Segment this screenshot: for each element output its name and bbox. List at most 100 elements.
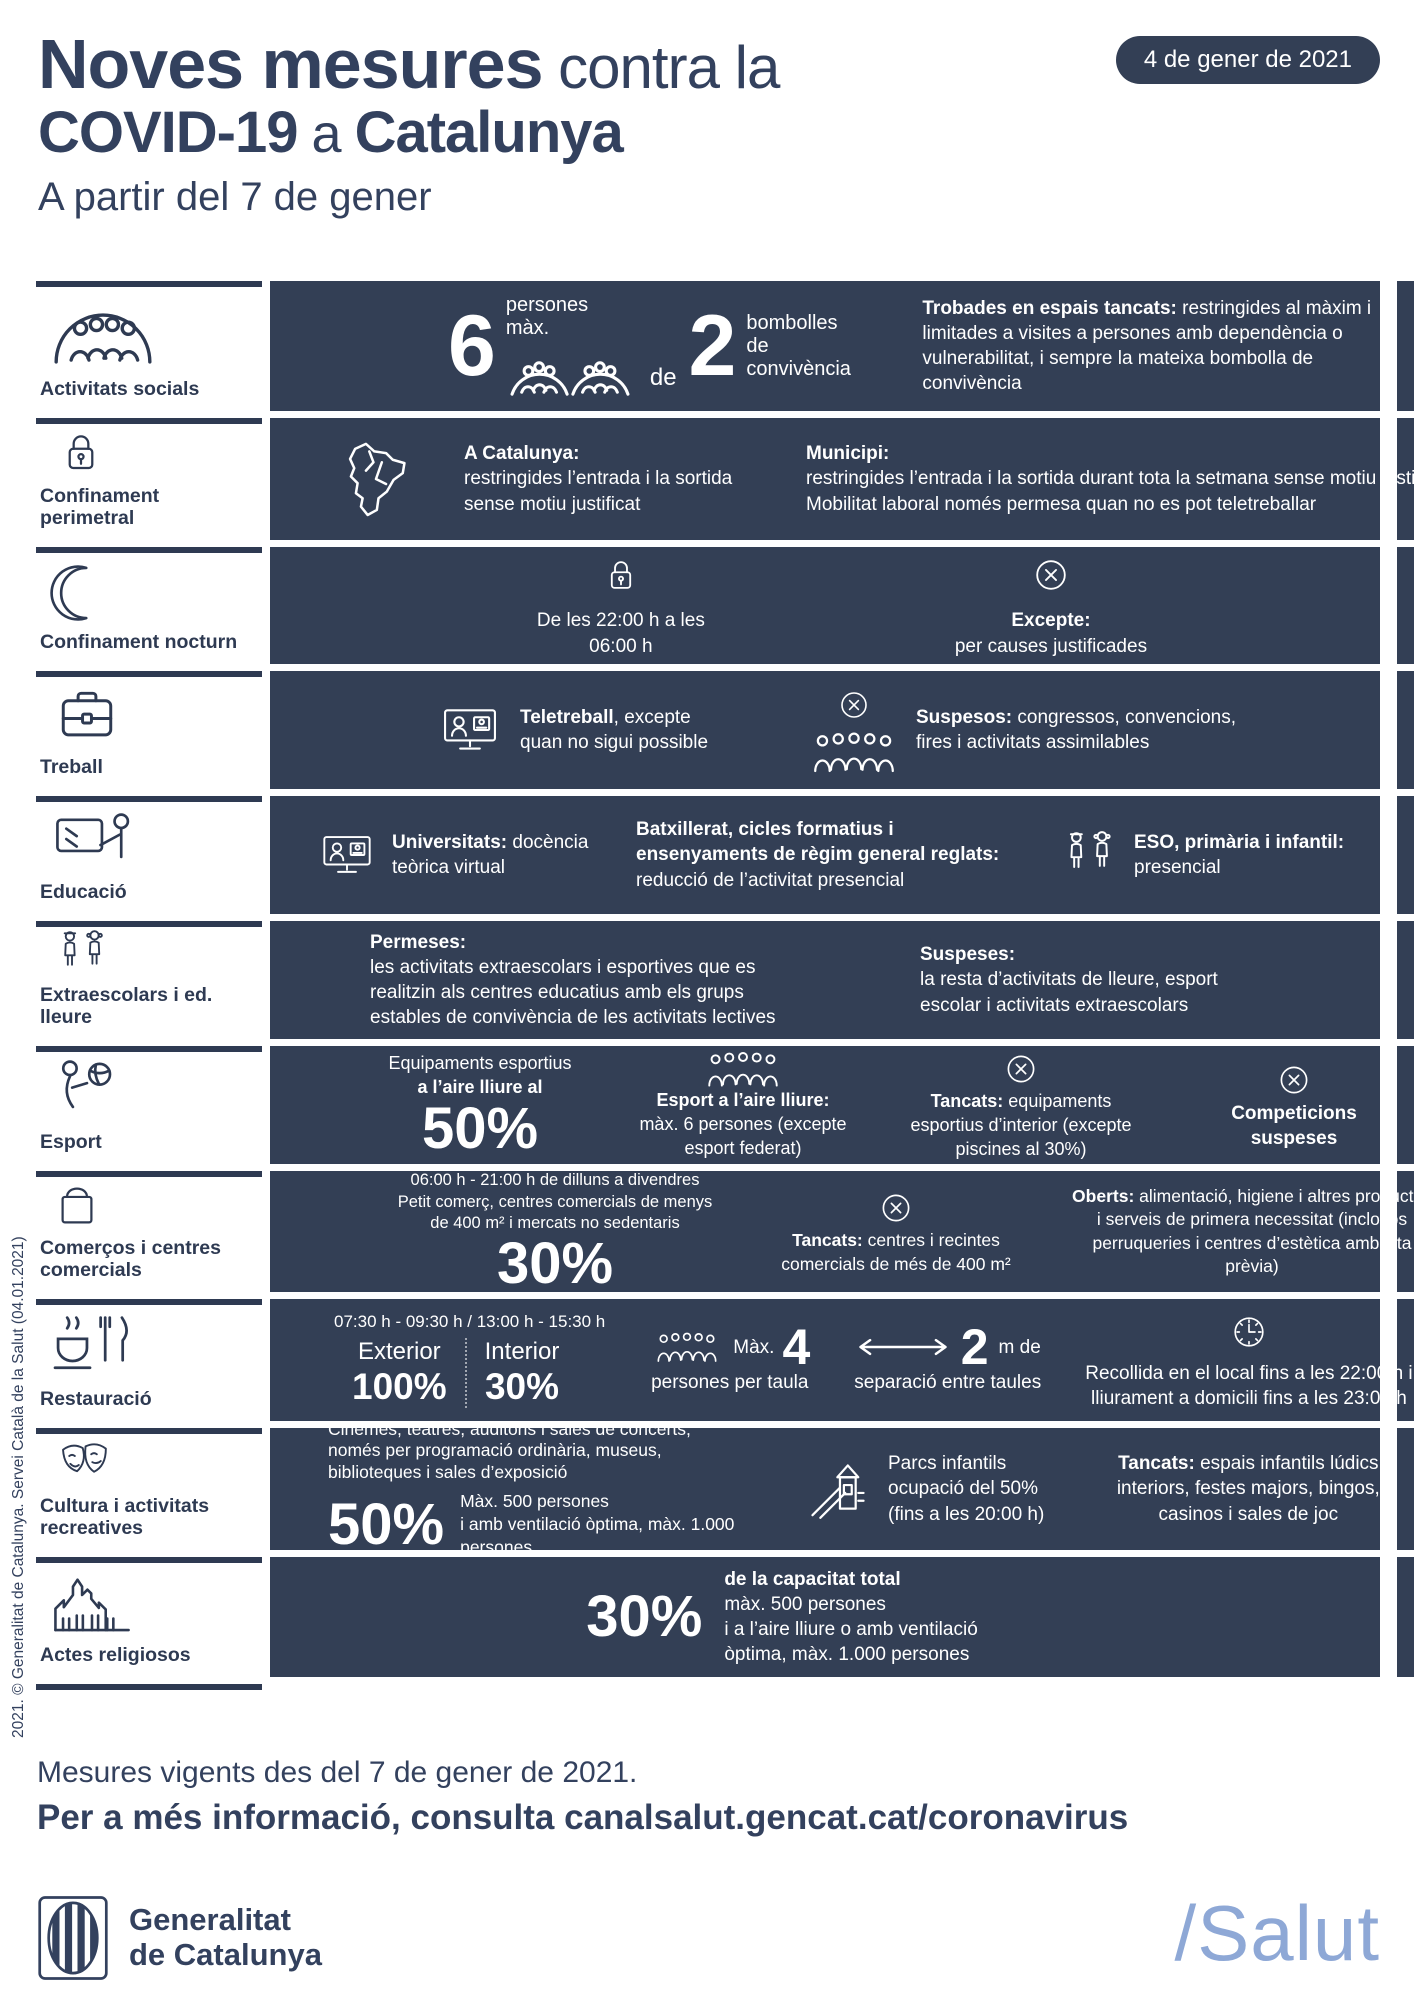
sport-person-icon [44,1052,130,1126]
sidebar-cultura: Cultura i activitats recreatives [36,1428,262,1550]
bubbles-caption: bombolles de convivència [746,311,851,380]
panel-cultura: Cinemes, teatres, auditoris i sales de c… [270,1419,1414,1557]
panel-confinament-perimetral: A Catalunya: restringides l’entrada i la … [270,418,1414,540]
clock-icon [1226,1309,1272,1355]
row-activitats-socials: Activitats socials 6 persones màx. de 2 … [36,281,1414,411]
service-hours: 07:30 h - 09:30 h / 13:00 h - 15:30 h [334,1312,606,1331]
sidebar-activitats-socials: Activitats socials [36,281,262,411]
row-confinament-nocturn: Confinament nocturn De les 22:00 h a les… [36,547,1414,664]
title-subtitle: A partir del 7 de gener [38,174,432,219]
religious-capacity-text: de la capacitat total màx. 500 persones i … [724,1568,978,1666]
panel-confinament-nocturn: De les 22:00 h a les 06:00 h Excepte: per … [270,547,1414,664]
prohibited-icon [834,685,874,725]
row-extraescolars: Extraescolars i ed. lleure Permeses: les … [36,921,1414,1039]
sidebar-esport: Esport [36,1046,262,1164]
sidebar-extraescolars: Extraescolars i ed. lleure [36,921,262,1039]
sidebar-label: Actes religiosos [40,1644,191,1667]
catalunya-restriction-text: A Catalunya: restringides l’entrada i la … [464,443,733,515]
row-cultura: Cultura i activitats recreatives Cinemes… [36,1419,1414,1557]
bubbles-number: 2 [688,297,737,394]
closed-malls-block: Tancats: centres i recintes comercials d… [776,1187,1016,1275]
sidebar-label: Extraescolars i ed. lleure [40,984,213,1029]
competitions-block: Competicions suspeses [1194,1059,1394,1151]
panel-treball: Teletreball, excepte quan no sigui possi… [270,671,1414,789]
prohibited-icon [1273,1059,1315,1101]
max-table-number: 4 [782,1318,811,1375]
shopping-bag-icon [44,1177,110,1232]
prohibited-icon [1000,1048,1042,1090]
senyera-shield-icon [37,1894,109,1982]
row-treball: Treball Teletreball, excepte quan no sig… [36,671,1414,789]
culture-percent: 50% [328,1491,445,1557]
universities-block: Universitats: docència teòrica virtual [318,828,592,882]
generalitat-logo: Generalitat de Catalunya [37,1894,322,1982]
municipi-restriction-text: Municipi: restringides l’entrada i la sor… [806,443,1414,515]
sidebar-label: Confinament nocturn [40,631,238,654]
briefcase-icon [44,677,130,751]
interior-capacity: Interior 30% [464,1338,578,1408]
panel-extraescolars: Permeses: les activitats extraescolars i … [270,921,1414,1039]
closed-spaces-text: Trobades en espais tancats: restringides… [922,297,1372,395]
validity-note: Mesures vigents des del 7 de gener de 20… [37,1756,638,1789]
distance-block: 2 m de separació entre taules [854,1318,1042,1393]
playground-block: Parcs infantils ocupació del 50% (fins a l… [802,1451,1044,1526]
prohibited-icon [875,1187,917,1229]
permeses-block: Permeses: les activitats extraescolars i … [370,931,776,1029]
prohibited-icon [1028,552,1074,598]
sidebar-comercos: Comerços i centres comercials [36,1171,262,1292]
culture-capacity-block: Cinemes, teatres, auditoris i sales de c… [328,1418,735,1558]
exterior-capacity: Exterior 100% [352,1338,447,1407]
page-title: Noves mesures contra la COVID-19 a Catal… [38,28,1038,220]
small-commerce-block: 06:00 h - 21:00 h de dilluns a divendres… [397,1170,713,1297]
row-educacio: Educació Universitats: docència teòrica … [36,796,1414,914]
sidebar-label: Educació [40,881,127,904]
row-actes-religiosos: Actes religiosos 30% de la capacitat tot… [36,1557,1414,1690]
sidebar-label: Restauració [40,1388,152,1411]
small-crowd-icon [698,1049,788,1089]
max-table-block: Màx. 4 persones per taula [651,1318,811,1393]
padlock-icon [44,424,118,480]
sidebar-confinament-perimetral: Confinament perimetral [36,418,262,540]
panel-actes-religiosos: 30% de la capacitat total màx. 500 person… [270,1557,1414,1677]
restaurant-icon [44,1307,136,1383]
moon-icon [44,560,110,626]
hours-capacity-block: 07:30 h - 09:30 h / 13:00 h - 15:30 h Ex… [334,1312,605,1408]
crowd-icon [810,729,898,775]
outdoor-sport-block: Esport a l’aire lliure: màx. 6 persones (… [638,1049,848,1160]
bubble-groups-icon [506,342,634,398]
measures-grid: Activitats socials 6 persones màx. de 2 … [36,281,1414,1690]
lock-icon [598,552,644,598]
playground-slide-icon [802,1455,874,1523]
panel-restauracio: 07:30 h - 09:30 h / 13:00 h - 15:30 h Ex… [270,1299,1414,1421]
copyright-vertical-text: 2021. © Generalitat de Catalunya. Servei… [10,1236,27,1738]
salut-logo: /Salut [1174,1889,1380,1977]
catalunya-map-icon [330,436,422,522]
closed-leisure-block: Tancats: espais infantils lúdics interio… [1116,1453,1380,1525]
persons-bubbles-figure: 6 persones màx. de 2 bombolles de conviv… [448,294,870,398]
title-line-2: COVID-19 a Catalunya [38,99,624,165]
panel-comercos: 06:00 h - 21:00 h de dilluns a divendres… [270,1170,1414,1297]
row-esport: Esport Equipaments esportius a l’aire lli… [36,1046,1414,1164]
virtual-class-icon [318,828,376,882]
sidebar-restauracio: Restauració [36,1299,262,1421]
indoor-closed-block: Tancats: equipaments esportius d’interio… [896,1048,1146,1161]
distance-number: 2 [960,1318,989,1375]
people-group-icon [44,287,162,373]
students-icon [1060,827,1120,883]
church-icon [44,1563,140,1639]
de-connector: de [649,364,677,391]
curfew-exception-block: Excepte: per causes justificades [955,552,1147,658]
small-commerce-percent: 30% [496,1231,614,1297]
sidebar-actes-religiosos: Actes religiosos [36,1557,262,1690]
eso-block: ESO, primària i infantil: presencial [1060,827,1354,883]
theater-masks-icon [44,1434,126,1490]
panel-educacio: Universitats: docència teòrica virtual B… [270,796,1414,914]
max-persons-number: 6 [448,297,496,394]
telework-block: Teletreball, excepte quan no sigui possi… [438,701,730,759]
suspeses-block: Suspeses: la resta d’activitats de lleure… [920,944,1218,1016]
distance-arrow-icon [855,1333,951,1361]
sidebar-label: Confinament perimetral [40,485,160,530]
outdoor-facilities-block: Equipaments esportius a l’aire lliure al … [388,1053,572,1161]
pickup-delivery-block: Recollida en el local fins a les 22:00 h… [1085,1309,1413,1411]
